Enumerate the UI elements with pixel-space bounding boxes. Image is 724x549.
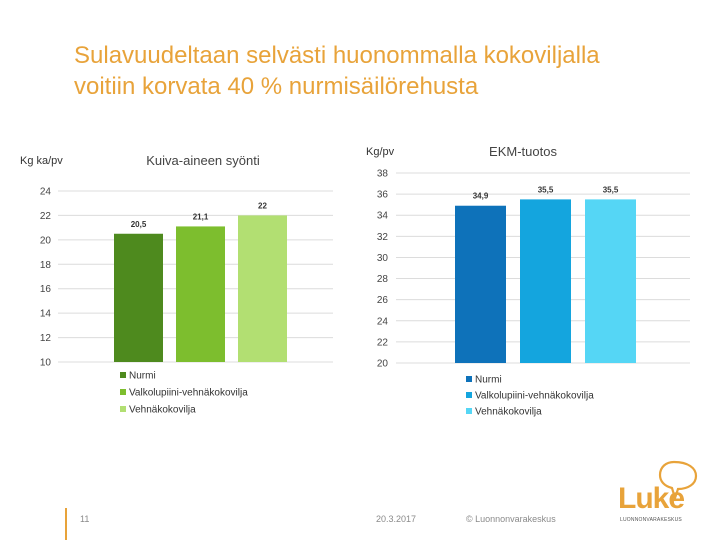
luke-logo: Luke LUONNONVARAKESKUS [614,460,704,530]
legend-swatch [120,372,126,378]
y-tick-label: 34 [377,211,389,222]
chart-title: Kuiva-aineen syönti [146,153,260,168]
dry-matter-intake-chart: Kg ka/pv Kuiva-aineen syönti 10 12 14 16 18 20 2… [18,140,343,440]
y-axis-label: Kg ka/pv [20,155,63,167]
y-tick-label: 28 [377,274,389,285]
title-line-1: Sulavuudeltaan selvästi huonommalla koko… [74,42,600,69]
footer-date: 20.3.2017 [376,514,417,524]
footer-copyright: © Luonnonvarakeskus [466,514,556,524]
bar [520,199,571,363]
bar [585,199,636,363]
y-tick-label: 38 [377,169,389,180]
bar [238,215,287,362]
page-number: 11 [80,514,90,524]
y-tick-label: 14 [40,309,52,320]
y-axis-label: Kg/pv [366,146,395,158]
ecm-yield-chart: Kg/pv EKM-tuotos 20 22 24 26 28 30 32 34 36 38 34,9 3… [360,136,695,436]
legend-swatch [466,392,472,398]
y-tick-label: 10 [40,358,52,369]
legend-swatch [120,389,126,395]
legend-entry: Valkolupiini-vehnäkokovilja [129,388,248,399]
y-tick-label: 12 [40,333,52,344]
legend-entry: Vehnäkokovilja [475,407,542,418]
title-line-2: voitiin korvata 40 % nurmisäilörehusta [74,73,479,100]
slide-title: Sulavuudeltaan selvästi huonommalla koko… [74,40,694,102]
data-label: 34,9 [473,192,489,201]
logo-subtitle: LUONNONVARAKESKUS [620,517,682,523]
legend-swatch [120,406,126,412]
y-tick-label: 24 [377,316,389,327]
y-tick-label: 32 [377,232,389,243]
y-tick-label: 22 [40,211,52,222]
speech-bubble-icon [658,460,698,502]
legend-swatch [466,376,472,382]
data-label: 22 [258,201,267,210]
y-tick-label: 36 [377,190,389,201]
y-tick-label: 26 [377,295,389,306]
legend-swatch [466,408,472,414]
data-label: 35,5 [603,185,619,194]
footer-divider [65,508,67,540]
data-label: 20,5 [131,220,147,229]
y-tick-label: 30 [377,253,389,264]
y-tick-label: 20 [40,235,52,246]
data-label: 21,1 [193,212,209,221]
ecm-yield-chart-svg: Kg/pv EKM-tuotos 20 22 24 26 28 30 32 34 36 38 34,9 3… [366,144,690,418]
y-tick-label: 18 [40,260,52,271]
bar [114,233,163,362]
chart-title: EKM-tuotos [489,144,557,159]
dry-matter-intake-chart-svg: Kg ka/pv Kuiva-aineen syönti 10 12 14 16 18 20 2… [20,153,333,416]
y-tick-label: 22 [377,337,389,348]
bar [176,226,225,362]
data-label: 35,5 [538,185,554,194]
legend-entry: Nurmi [129,371,156,382]
bar [455,205,506,363]
y-tick-label: 20 [377,359,389,370]
y-tick-label: 16 [40,284,52,295]
legend-entry: Nurmi [475,375,502,386]
legend-entry: Vehnäkokovilja [129,405,196,416]
y-tick-label: 24 [40,187,52,198]
logo-wordmark: Luke [618,482,685,515]
legend-entry: Valkolupiini-vehnäkokovilja [475,391,594,402]
